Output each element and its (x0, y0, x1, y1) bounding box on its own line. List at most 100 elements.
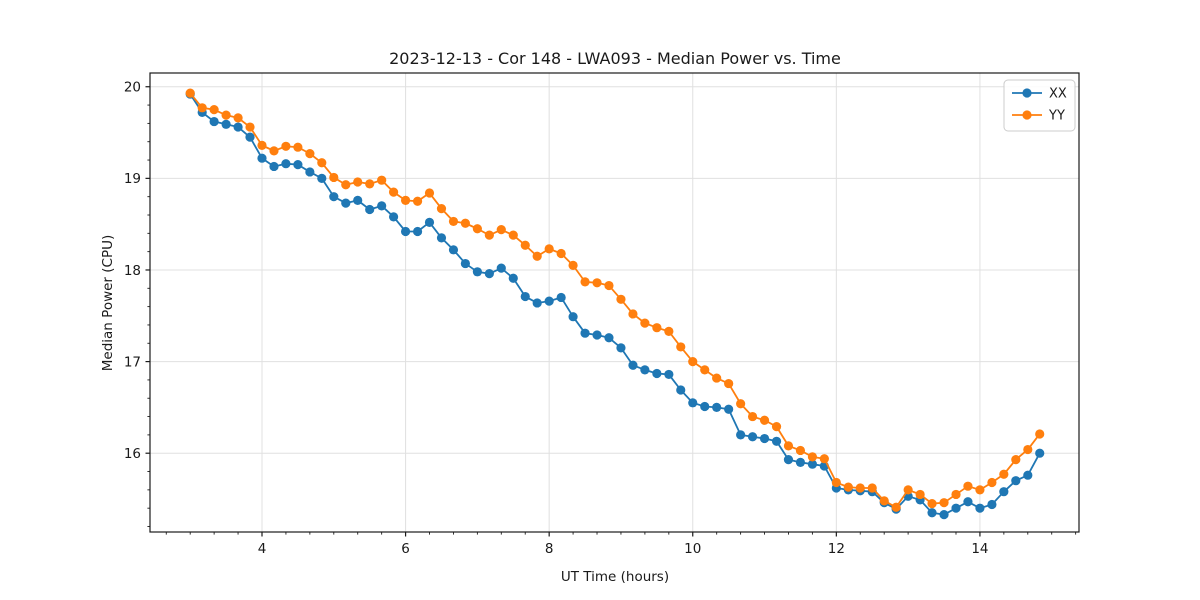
data-point (939, 498, 949, 508)
data-point (628, 360, 638, 370)
data-point (436, 203, 447, 214)
data-point (520, 240, 530, 250)
data-point (329, 192, 339, 202)
data-point (1023, 444, 1033, 455)
data-point (987, 477, 997, 488)
data-point (712, 373, 722, 383)
data-point (604, 280, 614, 291)
data-point (652, 323, 662, 333)
series-YY-line (189, 92, 1041, 509)
chart-title: 2023-12-13 - Cor 148 - LWA093 - Median P… (389, 49, 841, 68)
x-tick-label: 8 (545, 541, 554, 557)
data-point (496, 263, 506, 273)
data-point (472, 224, 482, 234)
data-point (700, 401, 710, 412)
data-point (544, 244, 554, 254)
data-point (257, 153, 267, 163)
data-point (616, 343, 626, 353)
data-point (975, 485, 985, 495)
data-point (221, 110, 231, 120)
data-point (879, 496, 889, 506)
data-point (365, 179, 375, 189)
data-point (724, 404, 734, 414)
data-point (580, 277, 590, 287)
series-XX-line (189, 93, 1041, 516)
x-tick-label: 4 (258, 541, 267, 557)
series-YY-markers (185, 88, 1045, 512)
data-point (915, 489, 925, 500)
data-point (676, 342, 686, 352)
data-point (736, 430, 746, 440)
data-point (305, 149, 315, 159)
data-point (927, 499, 937, 509)
legend: XX YY (1003, 79, 1076, 132)
y-tick-label: 17 (124, 354, 141, 370)
data-point (724, 378, 734, 389)
data-point (556, 292, 566, 303)
data-point (795, 457, 806, 467)
data-point (807, 459, 818, 469)
data-point (580, 328, 590, 338)
data-point (424, 188, 435, 198)
data-point (747, 411, 758, 422)
data-point (807, 452, 818, 462)
plot-border (149, 72, 1080, 533)
data-point (688, 356, 698, 367)
data-point (592, 330, 602, 340)
data-point (329, 172, 339, 183)
legend-marker (1022, 88, 1032, 98)
data-point (365, 204, 375, 215)
data-point (388, 187, 399, 197)
data-point (353, 177, 363, 187)
data-point (412, 226, 423, 237)
data-point (963, 497, 973, 507)
data-point (484, 269, 494, 279)
data-point (269, 161, 279, 172)
data-point (508, 230, 518, 240)
data-point (317, 173, 327, 183)
data-point (436, 233, 447, 243)
data-point (532, 298, 542, 308)
data-point (568, 260, 578, 270)
data-point (197, 103, 207, 113)
data-point (891, 502, 901, 512)
data-point (951, 489, 961, 500)
x-axis-label: UT Time (hours) (561, 569, 669, 585)
x-tick-label: 10 (684, 541, 701, 557)
data-point (496, 225, 506, 235)
data-point (448, 216, 459, 227)
data-point (520, 291, 530, 302)
data-point (353, 195, 363, 205)
data-point (855, 483, 865, 493)
data-point (1023, 470, 1033, 480)
data-point (424, 217, 435, 227)
data-point (341, 180, 351, 190)
data-point (640, 318, 650, 328)
x-tick-label: 6 (401, 541, 410, 557)
data-point (281, 141, 291, 151)
data-point (221, 119, 231, 129)
y-tick-label: 19 (124, 171, 141, 187)
data-point (664, 369, 674, 380)
data-point (544, 296, 554, 306)
y-axis-label: Median Power (CPU) (100, 235, 116, 371)
data-point (377, 201, 387, 211)
data-point (209, 105, 219, 115)
data-point (759, 415, 770, 425)
data-point (819, 454, 829, 464)
data-point (209, 116, 219, 127)
data-point (257, 140, 267, 150)
data-point (759, 433, 770, 444)
data-point (233, 113, 243, 123)
y-tick-label: 20 (124, 80, 141, 96)
data-point (377, 175, 387, 185)
data-point (616, 294, 626, 304)
data-point (939, 509, 949, 520)
data-point (317, 158, 327, 168)
data-point (688, 398, 698, 408)
data-point (448, 245, 459, 255)
data-point (604, 333, 614, 343)
data-point (664, 326, 674, 336)
